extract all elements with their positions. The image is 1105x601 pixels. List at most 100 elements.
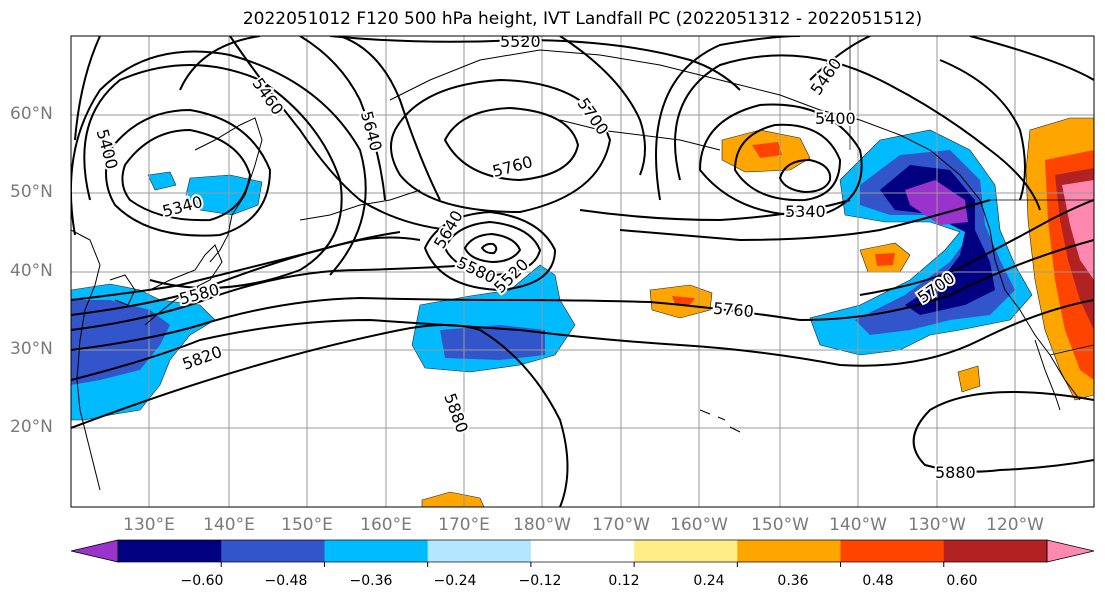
contour-kam-outer (83, 64, 343, 289)
ivt-orange-south (421, 491, 485, 507)
coast-aleutians (299, 189, 421, 221)
colorbar-segment (840, 540, 945, 562)
coast-japan (144, 244, 223, 326)
colorbar-left-arrow (70, 539, 119, 563)
gridlines (71, 36, 1094, 507)
colorbar-label-neg036: −0.36 (349, 573, 393, 589)
border-us-mexico (1049, 344, 1094, 356)
lon-label-170e: 170°E (438, 515, 490, 535)
contour-5760-ring (443, 106, 580, 182)
coast-hawaii (699, 409, 741, 433)
contour-low-ring-1 (423, 210, 557, 292)
lon-label-140w: 140°W (829, 515, 887, 535)
ivt-pink-west-coast (1062, 180, 1094, 280)
ivt-blue-kamchatka (185, 174, 263, 216)
colorbar-outline (117, 539, 1048, 563)
colorbar-segment (118, 540, 222, 562)
contour-kam-ring-2 (121, 128, 252, 222)
colorbar (70, 539, 1095, 567)
coast-alaska-peninsula (559, 119, 721, 151)
coast-canada-west (819, 109, 991, 231)
coast-korea (109, 274, 136, 306)
contour-5760 (71, 239, 1094, 351)
colorbar-label-neg024: −0.24 (433, 573, 477, 589)
contour-5460-ne (809, 36, 871, 81)
contour-5640-arc (339, 36, 441, 201)
contour-5460-arc (179, 36, 261, 91)
lon-label-180w: 180°W (513, 515, 571, 535)
contour-north-arc-1 (329, 36, 741, 91)
colorbar-segment (427, 540, 532, 562)
ivt-negative-shading (71, 129, 1033, 421)
colorbar-segment (221, 540, 325, 562)
colorbar-ticks (220, 562, 945, 567)
lon-label-160w: 160°W (670, 515, 728, 535)
contour-label-5760-east: 5760 (712, 299, 754, 321)
lon-label-120w: 120°W (986, 515, 1044, 535)
contour-gulf-ring-1 (698, 103, 863, 217)
lon-label-170w: 170°W (592, 515, 650, 535)
colorbar-segment (634, 540, 738, 562)
contour-east-arc-1 (619, 199, 991, 242)
lat-label-30n: 30°N (10, 339, 53, 359)
lon-label-150w: 150°W (751, 515, 809, 535)
contour-label-5880-east: 5880 (935, 463, 976, 482)
contour-gulf-outer-2 (655, 36, 801, 201)
colorbar-segment (943, 540, 1048, 562)
contour-5820 (71, 299, 1094, 381)
contour-5400-arc (299, 36, 386, 201)
coast-us-west (989, 229, 1081, 401)
contour-low-ring-3 (463, 232, 522, 264)
height-contours (71, 36, 1094, 507)
lon-label-140e: 140°E (203, 515, 255, 535)
colorbar-label-024: 0.24 (693, 573, 725, 589)
coast-china (71, 229, 101, 491)
contour-ne-1 (939, 59, 1026, 201)
colorbar-label-012: 0.12 (608, 573, 640, 589)
contour-north-arc-2 (559, 36, 646, 176)
lon-label-130e: 130°E (123, 515, 175, 535)
colorbar-label-neg012: −0.12 (518, 573, 562, 589)
contour-kam-outer-2 (71, 50, 367, 276)
colorbar-segments (118, 540, 1048, 562)
ivt-red-gulf-alaska (752, 142, 782, 158)
ivt-darkblue-central-pacific (440, 325, 545, 360)
coast-kamchatka (194, 117, 263, 263)
contour-ne-2 (969, 36, 1094, 81)
colorbar-segment (324, 540, 429, 562)
lat-label-60n: 60°N (10, 104, 53, 124)
colorbar-label-036: 0.36 (777, 573, 809, 589)
colorbar-label-060: 0.60 (946, 573, 978, 589)
contour-label-5400-ne: 5400 (815, 109, 856, 128)
lon-label-150e: 150°E (281, 515, 333, 535)
lon-label-130w: 130°W (908, 515, 966, 535)
contour-5640-south (71, 236, 421, 316)
coastlines (71, 49, 1081, 491)
lon-label-160e: 160°E (360, 515, 412, 535)
lat-label-40n: 40°N (10, 261, 53, 281)
colorbar-label-048: 0.48 (862, 573, 894, 589)
colorbar-segment (737, 540, 842, 562)
ivt-orange-small (957, 365, 981, 393)
map-frame (70, 35, 1095, 508)
colorbar-label-neg060: −0.60 (180, 573, 224, 589)
contour-low-ring-2 (443, 220, 542, 277)
contour-5700-ring (390, 78, 612, 214)
colorbar-segment (530, 540, 635, 562)
contour-5880-east (912, 391, 1094, 473)
ivt-red-central (672, 296, 695, 305)
ivt-blue-small-west (147, 171, 177, 191)
lat-label-50n: 50°N (10, 182, 53, 202)
contour-low-center (480, 242, 498, 255)
colorbar-label-neg048: −0.48 (264, 573, 308, 589)
ivt-navy-east-pacific (880, 165, 995, 315)
contour-5520-arc (229, 36, 451, 231)
ivt-positive-shading (421, 117, 1094, 507)
contour-5700-south (71, 264, 471, 331)
contour-label-5340-gulf: 5340 (785, 202, 826, 221)
contour-kam-ring-1 (105, 108, 272, 237)
ivt-red-east (875, 253, 895, 266)
coast-baja (1034, 339, 1061, 411)
borders (849, 36, 1094, 356)
map-title: 2022051012 F120 500 hPa height, IVT Land… (242, 9, 923, 29)
